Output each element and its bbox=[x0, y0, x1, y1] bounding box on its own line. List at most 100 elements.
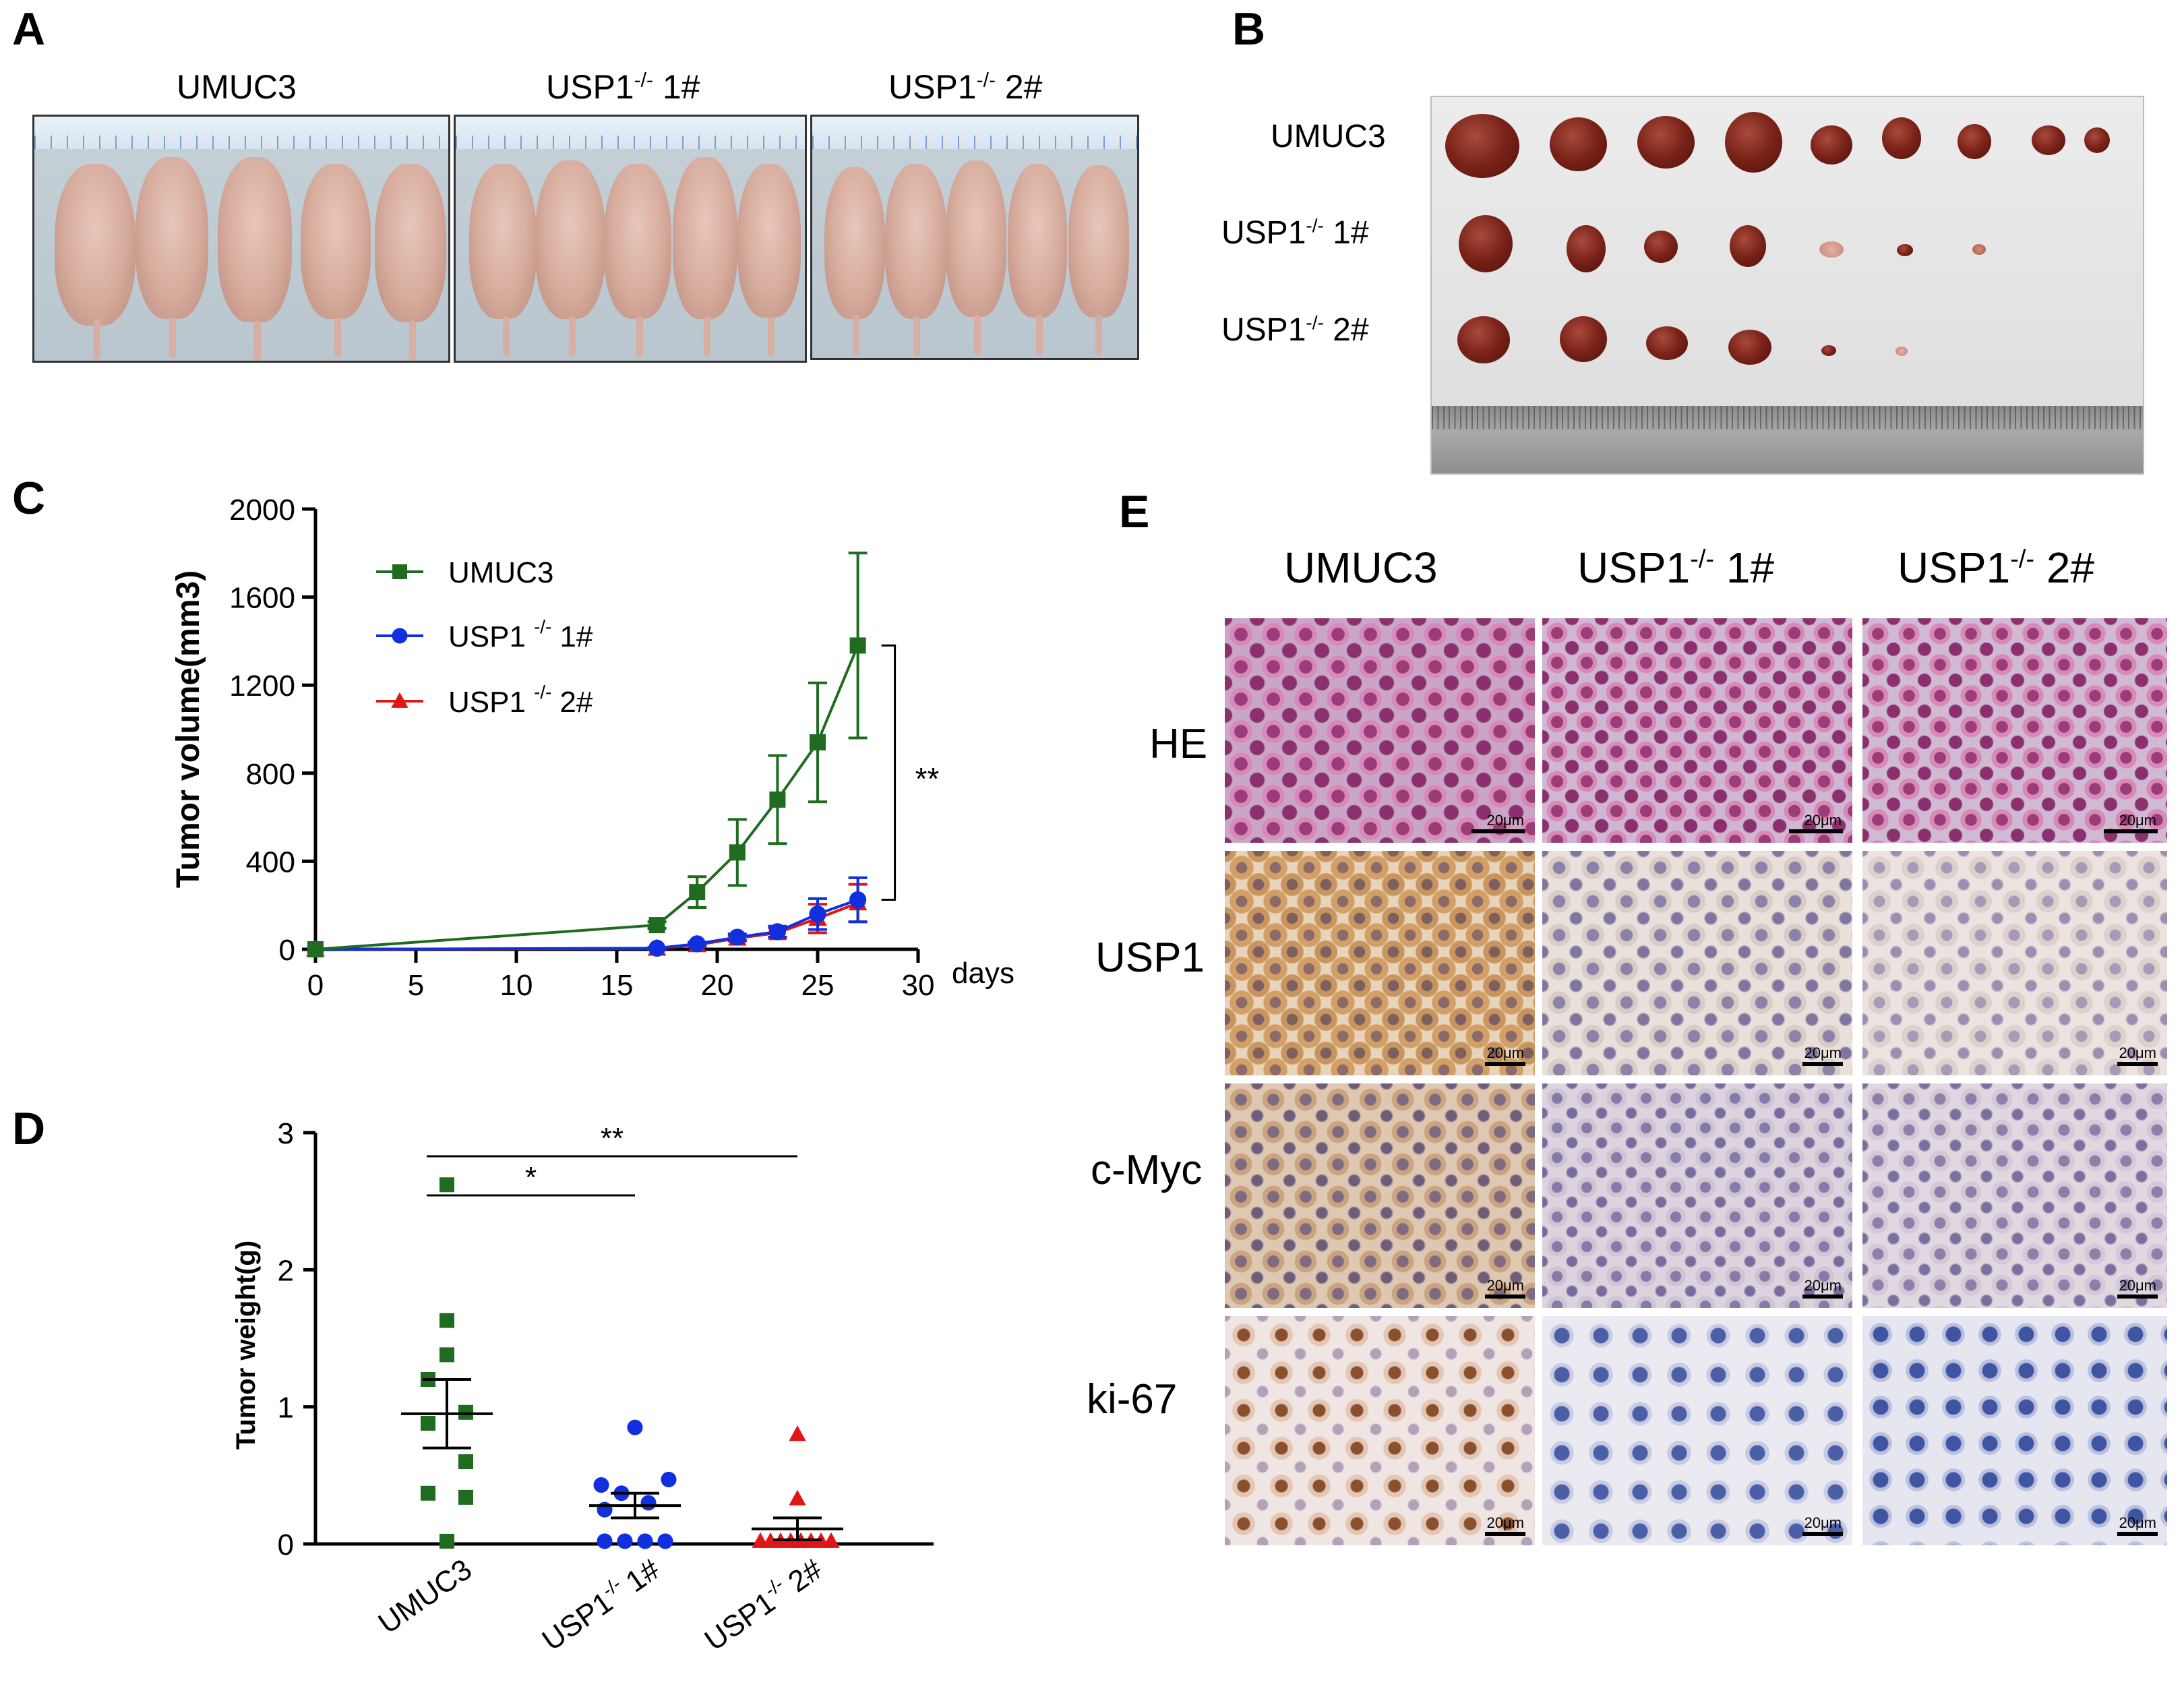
legend-marker bbox=[392, 564, 407, 579]
panel-e-col-umuc3: UMUC3 bbox=[1284, 543, 1438, 592]
data-point bbox=[661, 1471, 677, 1487]
panel-a-label-ko1: USP1-/- 1# bbox=[546, 68, 700, 106]
mouse bbox=[135, 157, 208, 319]
tumor-photo bbox=[1430, 96, 2144, 475]
scale-bar bbox=[1802, 1294, 1843, 1299]
scale-label: 20μm bbox=[1804, 1044, 1842, 1061]
tumor-weight-chart: 0 1 2 3 Tumor weight(g) UMUC3 USP1-/-1# USP1-/-… bbox=[231, 1117, 934, 1657]
category-suffix: 1# bbox=[620, 1553, 667, 1599]
mouse bbox=[824, 167, 885, 319]
tumor bbox=[1567, 225, 1606, 272]
y-tick-label: 400 bbox=[246, 845, 295, 879]
mouse bbox=[885, 164, 947, 319]
category-base: USP1 bbox=[537, 1586, 619, 1657]
x-tick-label: 0 bbox=[307, 969, 324, 1002]
data-point bbox=[458, 1404, 473, 1420]
scale-label: 20μm bbox=[1486, 1277, 1524, 1294]
mouse bbox=[375, 164, 446, 322]
mice-photo-ko2 bbox=[810, 115, 1139, 360]
histology-tile-cmyc-3: 20μm bbox=[1862, 1083, 2167, 1308]
data-point bbox=[657, 1533, 673, 1549]
scale-bar bbox=[2117, 1294, 2158, 1299]
data-point bbox=[849, 637, 866, 654]
mice-photo-ko1 bbox=[454, 115, 807, 363]
mice-photo-umuc3 bbox=[32, 115, 450, 363]
data-point bbox=[439, 1347, 454, 1363]
x-tick-label: 15 bbox=[601, 969, 634, 1002]
mouse bbox=[673, 157, 737, 319]
scale-bar bbox=[2104, 829, 2158, 833]
scale-bar bbox=[1789, 829, 1843, 833]
scale-bar bbox=[1485, 1532, 1525, 1536]
histology-tile-he-1: 20μm bbox=[1225, 618, 1535, 843]
scale-bar bbox=[2117, 1532, 2158, 1536]
data-point bbox=[439, 1177, 454, 1193]
data-point bbox=[307, 941, 324, 957]
legend-suffix: 1# bbox=[559, 620, 593, 653]
scale-bar bbox=[2117, 1062, 2158, 1066]
y-axis-label: Tumor weight(g) bbox=[231, 1241, 261, 1450]
y-tick-label: 0 bbox=[279, 934, 295, 967]
data-point bbox=[849, 891, 867, 909]
scale-bar bbox=[1485, 1062, 1525, 1066]
significance-label: ** bbox=[915, 761, 940, 796]
scale-bar bbox=[1472, 829, 1525, 833]
y-tick-label: 0 bbox=[278, 1528, 294, 1561]
legend-suffix: 2# bbox=[559, 686, 593, 719]
data-point bbox=[648, 939, 666, 957]
data-point bbox=[637, 1533, 653, 1549]
data-point bbox=[648, 917, 665, 934]
scale-label: 20μm bbox=[1804, 812, 1842, 829]
scale-bar bbox=[1802, 1532, 1843, 1536]
data-point bbox=[689, 884, 706, 901]
scale-label: 20μm bbox=[1486, 1514, 1524, 1531]
mouse bbox=[535, 160, 605, 319]
data-point bbox=[439, 1533, 454, 1549]
comparison-label: ** bbox=[601, 1122, 624, 1155]
data-point bbox=[789, 1425, 806, 1441]
data-point bbox=[809, 905, 826, 923]
panel-b-label-ko2: USP1-/- 2# bbox=[1221, 312, 1369, 348]
mouse bbox=[469, 164, 537, 319]
histology-tile-ki67-1: 20μm bbox=[1225, 1316, 1535, 1545]
mouse bbox=[737, 164, 801, 318]
tumor bbox=[2032, 125, 2065, 155]
legend-label: USP1 -/- 1# bbox=[448, 616, 593, 653]
data-point bbox=[729, 928, 746, 946]
tumor bbox=[1550, 117, 1607, 171]
tumor bbox=[1560, 316, 1607, 362]
legend-sup: -/- bbox=[534, 682, 551, 703]
significance-bracket bbox=[881, 644, 897, 901]
data-point bbox=[458, 1454, 473, 1469]
tumor bbox=[1819, 241, 1844, 258]
legend-label: USP1 -/- 2# bbox=[448, 682, 593, 719]
data-point bbox=[627, 1419, 643, 1435]
y-tick-label: 2 bbox=[278, 1254, 294, 1287]
y-axis-label: Tumor volume(mm3) bbox=[171, 570, 206, 888]
panel-e-col-ko1: USP1-/- 1# bbox=[1577, 543, 1775, 592]
scale-label: 20μm bbox=[1804, 1277, 1842, 1294]
x-axis-label: days bbox=[952, 957, 1014, 990]
histology-tile-cmyc-2: 20μm bbox=[1542, 1083, 1852, 1308]
data-point bbox=[640, 1495, 657, 1511]
panel-b-label-ko1: USP1-/- 1# bbox=[1221, 215, 1369, 251]
tumor bbox=[1897, 244, 1913, 256]
panel-a-label-ko2: USP1-/- 2# bbox=[888, 68, 1043, 106]
y-tick-label: 1600 bbox=[229, 582, 295, 615]
ruler bbox=[456, 117, 805, 150]
mouse bbox=[1008, 164, 1067, 318]
tumor-volume-chart: 0 400 800 1200 1600 2000 0 5 10 15 20 25 30 days Tumor… bbox=[171, 494, 1014, 1002]
scale-bar bbox=[1485, 1294, 1525, 1299]
scale-label: 20μm bbox=[2119, 1044, 2156, 1061]
scale-label: 20μm bbox=[1804, 1514, 1842, 1531]
x-tick-label: 10 bbox=[500, 969, 533, 1002]
scale-label: 20μm bbox=[2119, 1277, 2156, 1294]
tumor bbox=[1972, 244, 1986, 255]
tumor bbox=[1728, 330, 1771, 365]
data-point bbox=[768, 923, 786, 941]
mouse bbox=[55, 164, 135, 326]
panel-e-row-usp1: USP1 bbox=[1095, 934, 1205, 981]
mouse bbox=[1068, 165, 1129, 318]
tumor bbox=[1637, 116, 1695, 169]
data-point bbox=[421, 1416, 435, 1431]
